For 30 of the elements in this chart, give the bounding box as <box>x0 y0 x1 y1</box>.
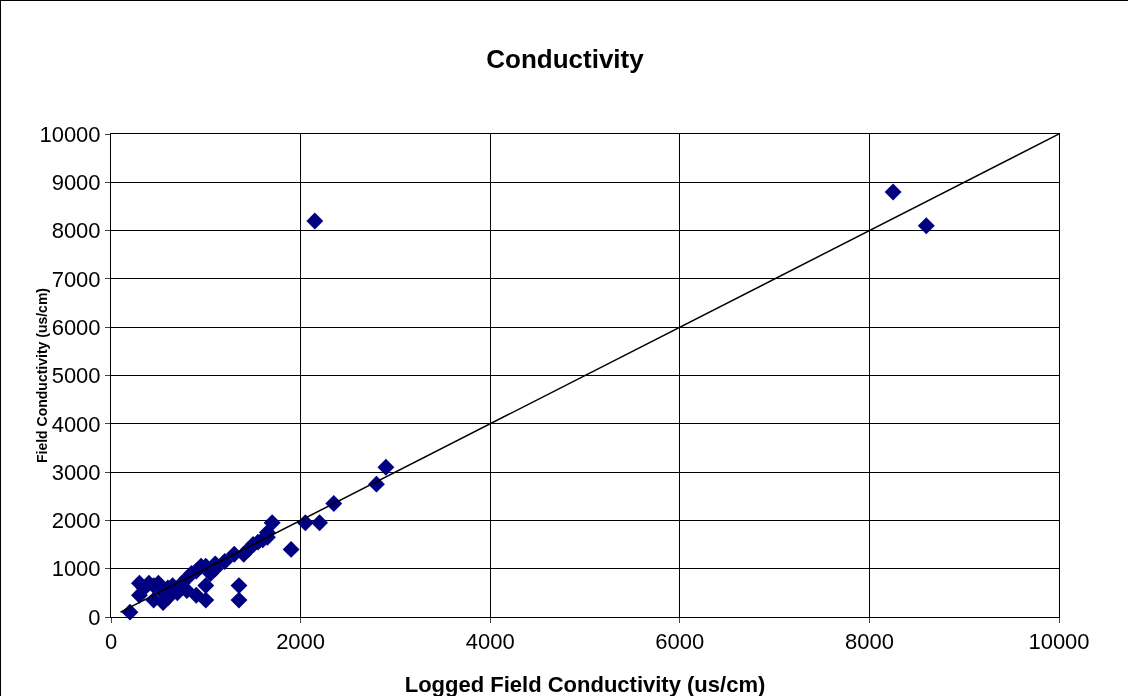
chart-title: Conductivity <box>486 43 645 74</box>
x-tick-label: 0 <box>104 629 118 655</box>
y-tick-label: 2000 <box>51 508 101 534</box>
point <box>884 183 902 201</box>
point <box>197 577 215 595</box>
y-tick-label: 9000 <box>51 170 101 195</box>
point <box>306 212 324 230</box>
point <box>230 577 248 595</box>
y-tick-label: 6000 <box>51 314 101 340</box>
x-axis-title: Logged Field Conductivity (us/cm) <box>404 672 766 696</box>
y-tick-label: 4000 <box>51 411 101 437</box>
y-tick-label: 8000 <box>51 218 101 244</box>
point <box>282 540 300 558</box>
y-tick-label: 7000 <box>51 266 101 292</box>
y-tick-label: 1000 <box>51 556 101 582</box>
y-tick-label: 3000 <box>51 459 101 485</box>
point <box>230 591 248 609</box>
x-tick-label: 10000 <box>1028 629 1090 655</box>
y-axis-title: Field Conductivity (us/cm) <box>33 287 50 464</box>
x-tick-label: 8000 <box>844 629 894 655</box>
y-tick-label: 10000 <box>39 121 101 147</box>
x-tick-label: 2000 <box>276 629 326 655</box>
point <box>377 458 395 476</box>
x-tick-label: 4000 <box>465 629 515 655</box>
point <box>917 217 935 235</box>
point <box>187 586 205 604</box>
x-tick-label: 6000 <box>655 629 705 655</box>
point <box>311 514 329 532</box>
y-tick-label: 0 <box>88 604 101 630</box>
y-tick-label: 5000 <box>51 363 101 389</box>
